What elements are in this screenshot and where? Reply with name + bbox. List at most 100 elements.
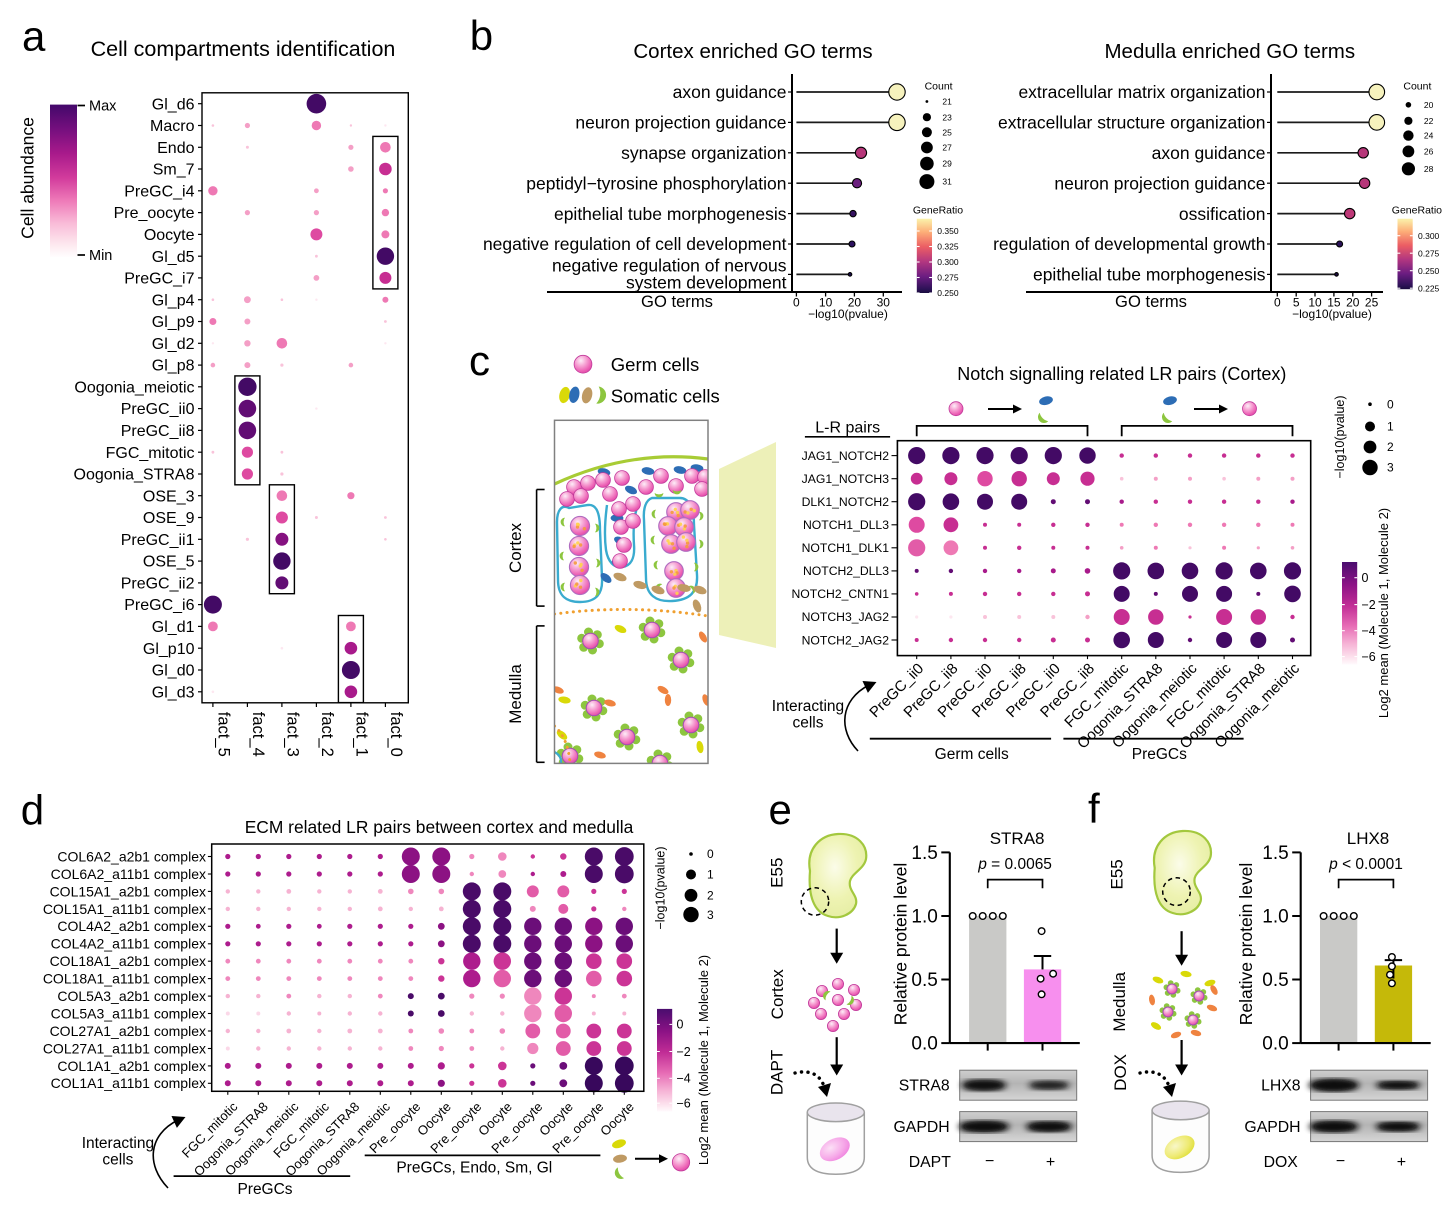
svg-text:0.0: 0.0 [911, 1034, 937, 1055]
svg-text:2: 2 [1387, 440, 1394, 454]
svg-text:Notch signalling related LR pa: Notch signalling related LR pairs (Corte… [957, 364, 1286, 384]
svg-text:−log10(pvalue): −log10(pvalue) [1333, 395, 1347, 478]
svg-text:PreGC_i6: PreGC_i6 [124, 597, 194, 614]
svg-text:25: 25 [1365, 296, 1379, 310]
svg-text:1: 1 [1387, 420, 1394, 434]
svg-text:0.275: 0.275 [1418, 248, 1440, 258]
svg-text:−log10(pvalue): −log10(pvalue) [1292, 307, 1372, 321]
svg-text:DOX: DOX [1111, 1054, 1130, 1091]
svg-text:peptidyl−tyrosine phosphorylat: peptidyl−tyrosine phosphorylation [526, 173, 786, 193]
svg-text:−4: −4 [1362, 624, 1376, 638]
svg-text:0.5: 0.5 [911, 970, 937, 991]
svg-text:GO terms: GO terms [1115, 292, 1187, 311]
svg-text:axon guidance: axon guidance [673, 82, 787, 102]
svg-text:0.225: 0.225 [1418, 283, 1440, 293]
svg-text:Cell compartments identificati: Cell compartments identification [91, 37, 396, 61]
svg-text:0: 0 [1274, 296, 1281, 310]
svg-text:L-R pairs: L-R pairs [815, 420, 880, 437]
svg-text:0.250: 0.250 [937, 288, 959, 298]
svg-text:Relative protein level: Relative protein level [890, 863, 910, 1025]
svg-text:NOTCH1_DLL3: NOTCH1_DLL3 [803, 518, 889, 532]
svg-text:PreGC_ii2: PreGC_ii2 [121, 576, 195, 593]
svg-text:31: 31 [942, 177, 952, 187]
svg-text:0.275: 0.275 [937, 273, 959, 283]
svg-text:STRA8: STRA8 [899, 1078, 950, 1095]
svg-text:COL6A2_a11b1 complex: COL6A2_a11b1 complex [51, 866, 206, 882]
svg-text:DLK1_NOTCH2: DLK1_NOTCH2 [802, 495, 890, 509]
svg-text:PreGC_i4: PreGC_i4 [124, 183, 194, 200]
svg-text:Interacting: Interacting [82, 1135, 154, 1152]
svg-text:E55: E55 [767, 858, 786, 888]
svg-text:COL4A2_a2b1 complex: COL4A2_a2b1 complex [57, 918, 206, 934]
svg-text:LHX8: LHX8 [1347, 829, 1390, 848]
svg-text:NOTCH2_CNTN1: NOTCH2_CNTN1 [791, 587, 889, 601]
svg-text:Gl_p8: Gl_p8 [152, 358, 195, 375]
svg-text:Pre_oocyte: Pre_oocyte [114, 205, 195, 222]
svg-text:PreGC_i7: PreGC_i7 [124, 271, 194, 288]
svg-text:Oogonia_meiotic: Oogonia_meiotic [74, 379, 194, 396]
svg-text:Gl_d0: Gl_d0 [152, 663, 195, 680]
svg-text:negative regulation of cell de: negative regulation of cell development [483, 234, 787, 254]
svg-text:epithelial tube morphogenesis: epithelial tube morphogenesis [554, 204, 787, 224]
svg-text:20: 20 [1346, 296, 1360, 310]
svg-text:E55: E55 [1107, 859, 1126, 889]
svg-text:OSE_3: OSE_3 [143, 488, 195, 505]
svg-text:Gl_d6: Gl_d6 [152, 96, 195, 113]
svg-text:Gl_p10: Gl_p10 [143, 641, 195, 658]
svg-text:25: 25 [942, 127, 952, 137]
svg-text:Gl_d3: Gl_d3 [152, 684, 195, 701]
svg-text:Oocyte: Oocyte [144, 227, 195, 244]
svg-text:0.300: 0.300 [1418, 231, 1440, 241]
svg-text:Germ cells: Germ cells [611, 354, 699, 375]
svg-text:−6: −6 [677, 1097, 691, 1111]
svg-text:JAG1_NOTCH2: JAG1_NOTCH2 [802, 449, 890, 463]
svg-text:−log10(pvalue): −log10(pvalue) [808, 307, 888, 321]
svg-text:NOTCH2_DLL3: NOTCH2_DLL3 [803, 564, 889, 578]
svg-text:b: b [470, 12, 493, 59]
svg-text:neuron projection guidance: neuron projection guidance [575, 113, 786, 133]
svg-text:FGC_mitotic: FGC_mitotic [106, 445, 195, 462]
svg-text:cells: cells [102, 1152, 133, 1169]
svg-text:Interacting: Interacting [772, 698, 844, 715]
svg-text:−2: −2 [677, 1045, 691, 1059]
svg-text:p = 0.0065: p = 0.0065 [977, 856, 1052, 873]
svg-text:0.325: 0.325 [937, 242, 959, 252]
svg-text:Max: Max [89, 99, 117, 115]
svg-text:24: 24 [1424, 131, 1434, 141]
svg-text:Medulla enriched GO terms: Medulla enriched GO terms [1104, 40, 1355, 63]
svg-text:Germ cells: Germ cells [935, 746, 1009, 763]
svg-text:30: 30 [877, 296, 891, 310]
svg-text:COL5A3_a11b1 complex: COL5A3_a11b1 complex [51, 1005, 206, 1021]
svg-text:epithelial tube morphogenesis: epithelial tube morphogenesis [1033, 265, 1266, 285]
svg-text:JAG1_NOTCH3: JAG1_NOTCH3 [802, 472, 890, 486]
svg-text:Cell abundance: Cell abundance [18, 117, 38, 239]
svg-text:PreGC_ii0: PreGC_ii0 [121, 401, 195, 418]
svg-text:Log2 mean (Molecule 1, Molecul: Log2 mean (Molecule 1, Molecule 2) [1376, 508, 1391, 718]
svg-text:+: + [1046, 1154, 1055, 1171]
svg-text:COL18A1_a2b1 complex: COL18A1_a2b1 complex [50, 953, 206, 969]
svg-text:Oogonia_STRA8: Oogonia_STRA8 [74, 467, 195, 484]
svg-text:Medulla: Medulla [506, 664, 525, 724]
svg-text:negative regulation of nervous: negative regulation of nervous [552, 255, 787, 275]
svg-text:28: 28 [1424, 164, 1434, 174]
svg-text:c: c [469, 337, 490, 384]
svg-text:synapse organization: synapse organization [621, 143, 786, 163]
svg-text:22: 22 [1424, 116, 1434, 126]
svg-text:0: 0 [793, 296, 800, 310]
svg-text:Log2 mean (Molecule 1, Molecul: Log2 mean (Molecule 1, Molecule 2) [696, 955, 711, 1165]
svg-text:23: 23 [942, 112, 952, 122]
svg-text:26: 26 [1424, 147, 1434, 157]
svg-text:Macro: Macro [150, 118, 195, 135]
svg-text:OSE_5: OSE_5 [143, 554, 195, 571]
svg-text:20: 20 [1424, 100, 1434, 110]
svg-text:15: 15 [1327, 296, 1341, 310]
svg-text:0: 0 [707, 847, 714, 861]
svg-text:Gl_d5: Gl_d5 [152, 249, 195, 266]
svg-text:GAPDH: GAPDH [1244, 1119, 1300, 1136]
svg-text:neuron projection guidance: neuron projection guidance [1054, 173, 1265, 193]
svg-text:PreGC_ii8: PreGC_ii8 [121, 423, 195, 440]
svg-text:fact_1: fact_1 [353, 712, 371, 757]
svg-text:−2: −2 [1362, 598, 1376, 612]
svg-text:COL27A1_a11b1 complex: COL27A1_a11b1 complex [43, 1040, 206, 1056]
svg-text:extracellular matrix organizat: extracellular matrix organization [1018, 82, 1265, 102]
